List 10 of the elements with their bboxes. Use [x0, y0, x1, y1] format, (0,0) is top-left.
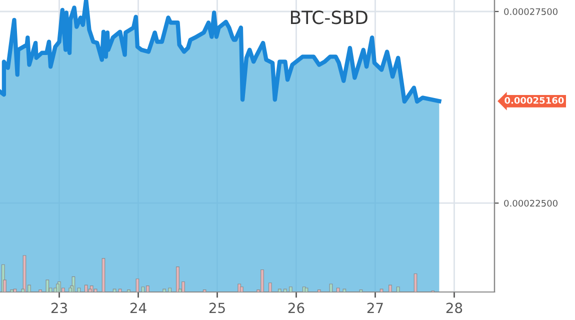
- text: 0.00025160: [504, 96, 564, 104]
- chart-title: BTC-SBD: [291, 10, 368, 24]
- y-tick-label: 0.00027500: [504, 8, 558, 16]
- x-tick-label: 25: [209, 302, 225, 314]
- x-tick-label: 24: [130, 302, 146, 313]
- x-tick-label: 27: [367, 302, 383, 313]
- y-tick-label: 0.00022500: [504, 200, 558, 207]
- x-tick-label: 28: [446, 302, 462, 314]
- x-tick-label: 26: [288, 302, 304, 314]
- x-tick-label: 23: [51, 302, 67, 314]
